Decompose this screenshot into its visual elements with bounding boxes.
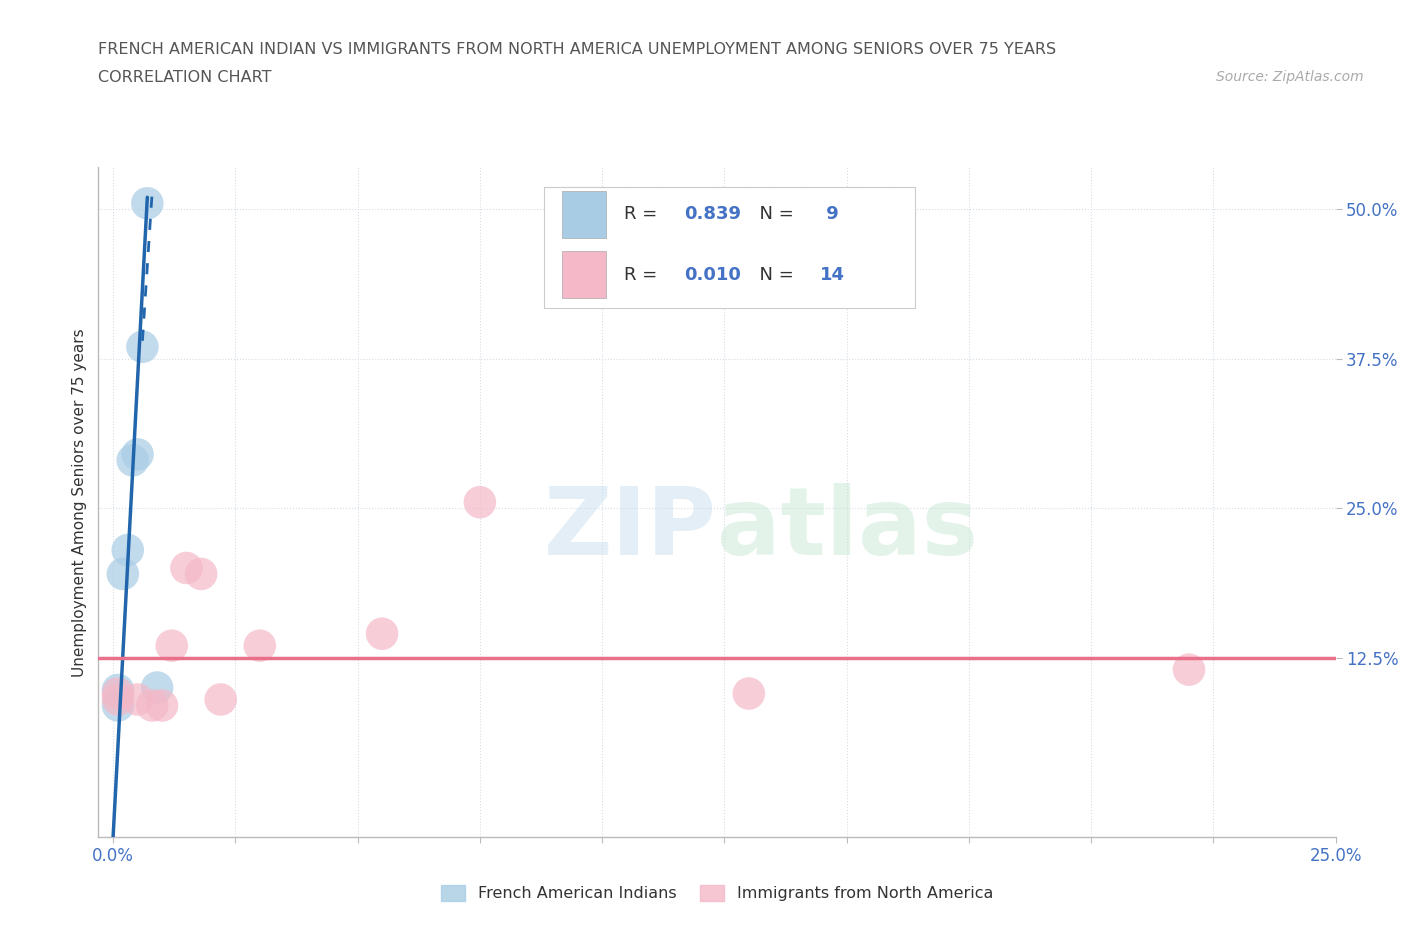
Bar — [562, 191, 606, 238]
FancyBboxPatch shape — [544, 188, 915, 308]
Text: ZIP: ZIP — [544, 483, 717, 575]
Text: 0.839: 0.839 — [683, 206, 741, 223]
Text: FRENCH AMERICAN INDIAN VS IMMIGRANTS FROM NORTH AMERICA UNEMPLOYMENT AMONG SENIO: FRENCH AMERICAN INDIAN VS IMMIGRANTS FRO… — [98, 42, 1056, 57]
Text: N =: N = — [748, 266, 800, 284]
Text: R =: R = — [624, 206, 664, 223]
Point — [209, 692, 232, 707]
Text: 0.010: 0.010 — [683, 266, 741, 284]
Point — [176, 561, 198, 576]
Point — [738, 686, 761, 701]
Point — [111, 566, 134, 581]
Text: R =: R = — [624, 266, 664, 284]
Point — [121, 453, 143, 468]
Point — [141, 698, 163, 713]
Text: Source: ZipAtlas.com: Source: ZipAtlas.com — [1216, 70, 1364, 84]
Point — [107, 686, 129, 701]
Point — [136, 196, 159, 211]
Point — [127, 447, 149, 462]
Point — [127, 692, 149, 707]
Text: N =: N = — [748, 206, 800, 223]
Point — [146, 680, 169, 695]
Point — [160, 638, 183, 653]
Point — [117, 542, 139, 557]
Text: 14: 14 — [820, 266, 845, 284]
Point — [468, 495, 491, 510]
Point — [150, 698, 173, 713]
Point — [249, 638, 271, 653]
Bar — [562, 251, 606, 298]
Text: atlas: atlas — [717, 483, 979, 575]
Y-axis label: Unemployment Among Seniors over 75 years: Unemployment Among Seniors over 75 years — [72, 328, 87, 676]
Point — [371, 626, 394, 641]
Point — [107, 692, 129, 707]
Point — [1178, 662, 1201, 677]
Legend: French American Indians, Immigrants from North America: French American Indians, Immigrants from… — [433, 877, 1001, 910]
Text: CORRELATION CHART: CORRELATION CHART — [98, 70, 271, 85]
Point — [107, 683, 129, 698]
Text: 9: 9 — [820, 206, 838, 223]
Point — [107, 698, 129, 713]
Point — [131, 339, 153, 354]
Point — [190, 566, 212, 581]
